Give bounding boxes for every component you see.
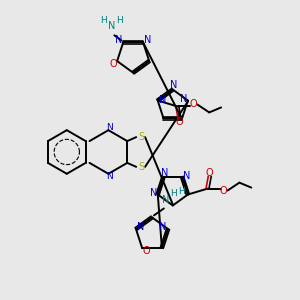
Text: N: N [106, 172, 113, 181]
Text: N: N [161, 168, 168, 178]
Text: S: S [138, 132, 144, 142]
Text: O: O [142, 246, 150, 256]
Text: O: O [190, 100, 197, 110]
Text: O: O [220, 186, 227, 196]
Text: N: N [180, 94, 188, 103]
Text: O: O [206, 168, 214, 178]
Text: H: H [100, 16, 107, 25]
Text: N: N [115, 35, 122, 45]
Text: H: H [116, 16, 123, 25]
Text: N: N [159, 94, 166, 104]
Text: N: N [170, 80, 178, 90]
Text: N: N [137, 222, 145, 232]
Text: O: O [176, 117, 183, 127]
Text: H: H [178, 187, 185, 196]
Text: O: O [110, 59, 117, 69]
Text: N: N [108, 21, 115, 32]
Text: N: N [183, 171, 191, 181]
Text: N: N [159, 222, 167, 232]
Text: H: H [170, 189, 177, 198]
Text: N: N [150, 188, 158, 197]
Text: N: N [144, 35, 152, 45]
Text: S: S [138, 162, 144, 172]
Text: N: N [162, 194, 169, 205]
Text: N: N [106, 123, 113, 132]
